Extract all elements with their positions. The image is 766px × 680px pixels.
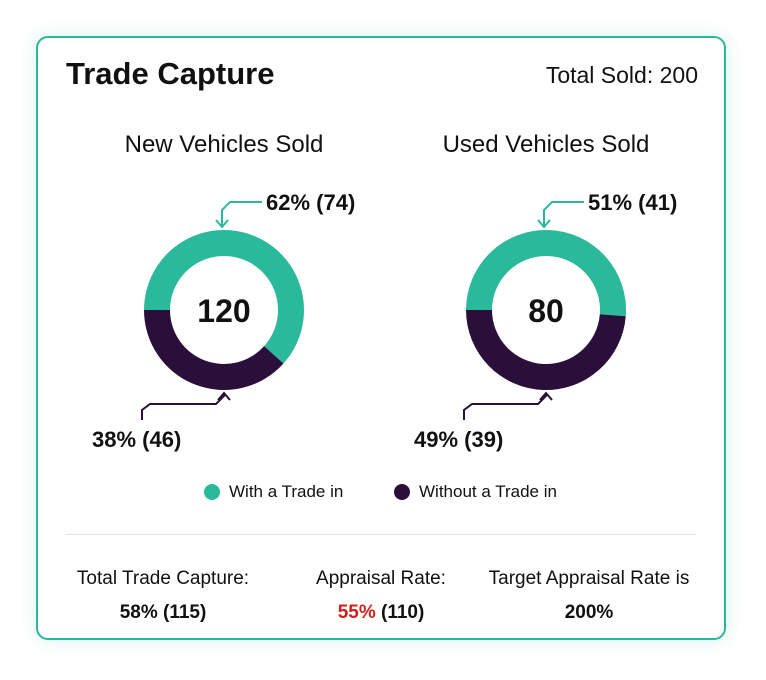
callout-line-without — [141, 393, 225, 420]
total-sold: Total Sold: 200 — [545, 62, 698, 88]
callout-arrow-with — [215, 219, 229, 229]
appraisal-rate-value: 55% (110) — [266, 602, 496, 624]
callout-line-with — [543, 201, 584, 226]
legend-with-label: With a Trade in — [229, 482, 344, 501]
donut-center-value: 80 — [528, 293, 564, 329]
total-trade-capture: Total Trade Capture: 58% (115) — [48, 568, 278, 624]
callout-label-without: 49% (39) — [414, 427, 503, 452]
donut-center-value: 120 — [197, 293, 250, 329]
slice-without-trade — [144, 310, 284, 390]
used-vehicles-title: Used Vehicles Sold — [442, 131, 650, 158]
used-vehicles-donut: 80 51% (41) 49% (39) — [414, 190, 677, 452]
slice-with-trade — [466, 230, 626, 317]
callout-label-without: 38% (46) — [92, 427, 181, 452]
legend-with: With a Trade in — [204, 482, 343, 502]
appraisal-rate: Appraisal Rate: 55% (110) — [266, 568, 496, 624]
target-appraisal-value: 200% — [564, 602, 614, 623]
target-appraisal-label: Target Appraisal Rate is — [488, 568, 690, 589]
callout-label-with: 51% (41) — [588, 190, 677, 215]
callout-line-with — [221, 201, 262, 226]
callout-arrow-with — [537, 219, 551, 229]
appraisal-rate-percent: 55% — [337, 602, 376, 623]
trade-capture-card: Trade Capture Total Sold: 200 New Vehicl… — [36, 36, 726, 640]
card-title: Trade Capture — [66, 56, 275, 91]
target-appraisal-rate: Target Appraisal Rate is 200% — [474, 568, 704, 624]
legend-without: Without a Trade in — [394, 482, 557, 502]
callout-label-with: 62% (74) — [266, 190, 355, 215]
legend-without-swatch — [394, 484, 410, 500]
callout-arrow-without — [217, 391, 231, 401]
callout-arrow-without — [539, 391, 553, 401]
new-vehicles-title: New Vehicles Sold — [124, 131, 324, 158]
legend-without-label: Without a Trade in — [419, 482, 557, 501]
slice-with-trade — [144, 230, 304, 364]
divider — [66, 534, 696, 535]
slice-without-trade — [466, 310, 626, 391]
callout-line-without — [463, 393, 547, 420]
total-trade-capture-value: 58% (115) — [119, 602, 207, 623]
legend-with-swatch — [204, 484, 220, 500]
new-vehicles-donut: 120 62% (74) 38% (46) — [92, 190, 355, 452]
appraisal-rate-count: (110) — [375, 602, 425, 623]
appraisal-rate-label: Appraisal Rate: — [316, 568, 446, 589]
total-trade-capture-label: Total Trade Capture: — [76, 568, 250, 589]
